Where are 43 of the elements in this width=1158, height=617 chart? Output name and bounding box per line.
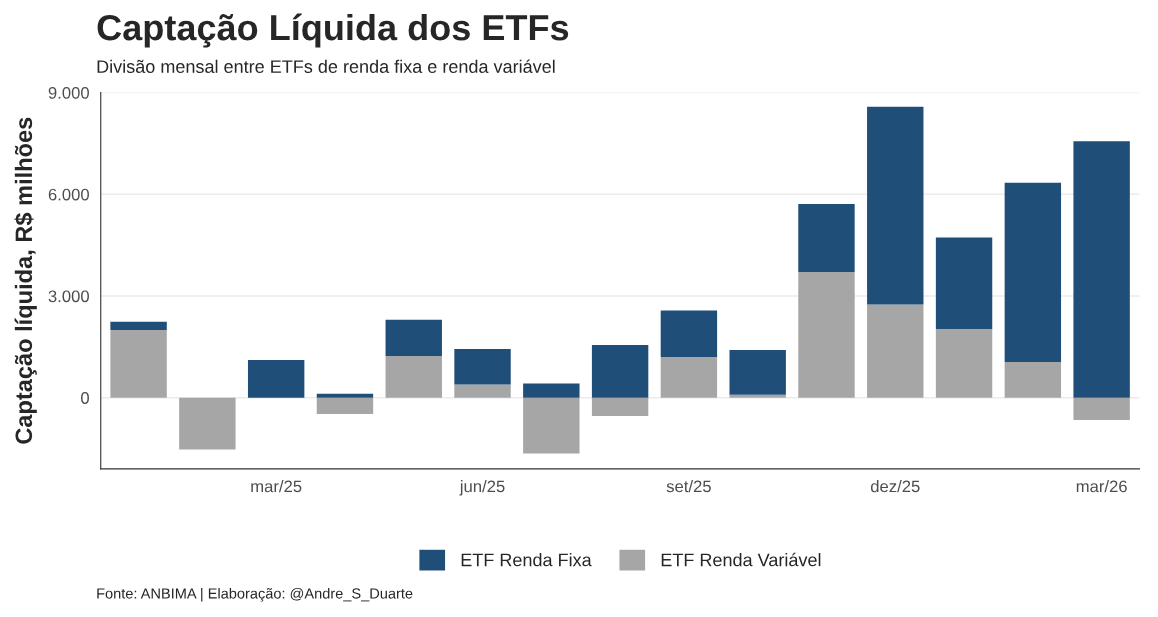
- y-axis-title: Captação líquida, R$ milhões: [14, 117, 37, 444]
- bar: [935, 328, 993, 398]
- bar: [385, 356, 442, 398]
- y-tick-label: 0: [81, 392, 89, 404]
- legend-label: ETF Renda Fixa: [461, 553, 592, 567]
- bar: [316, 393, 374, 398]
- bar: [454, 384, 511, 398]
- bar: [660, 357, 718, 398]
- bar: [1004, 362, 1062, 398]
- bar: [867, 304, 924, 398]
- bar: [935, 237, 993, 329]
- legend-label: ETF Renda Variável: [661, 552, 821, 567]
- bar: [591, 397, 649, 417]
- bar: [1004, 182, 1062, 363]
- bar: [1073, 141, 1130, 398]
- bar: [523, 397, 580, 454]
- bar: [316, 397, 374, 414]
- bar: [523, 383, 580, 398]
- chart-subtitle: Divisão mensal entre ETFs de renda fixa e renda variável: [97, 59, 555, 73]
- source-note: Fonte: ANBIMA | Elaboração: @Andre_S_Duarte: [97, 587, 413, 602]
- bar: [729, 394, 786, 398]
- bar: [798, 271, 855, 398]
- chart-title: Captação Líquida dos ETFs: [97, 13, 569, 48]
- y-tick-label: 3.000: [48, 290, 89, 303]
- bar: [179, 397, 236, 450]
- x-tick-label: mar/26: [1076, 480, 1127, 493]
- bar: [454, 349, 511, 385]
- bar: [247, 360, 305, 398]
- bar: [660, 310, 718, 358]
- bar: [1073, 397, 1130, 421]
- x-tick-label: dez/25: [870, 480, 920, 493]
- bar: [110, 321, 167, 330]
- bar: [867, 106, 924, 305]
- bar: [729, 350, 786, 395]
- y-tick-label: 6.000: [48, 188, 89, 201]
- bar: [798, 204, 855, 272]
- x-tick-label: set/25: [666, 480, 711, 493]
- y-tick-label: 9.000: [48, 86, 89, 99]
- x-tick-label: jun/25: [459, 480, 505, 496]
- x-tick-label: mar/25: [251, 480, 302, 493]
- bar: [591, 344, 649, 398]
- bar: [110, 329, 167, 398]
- bar: [385, 319, 442, 357]
